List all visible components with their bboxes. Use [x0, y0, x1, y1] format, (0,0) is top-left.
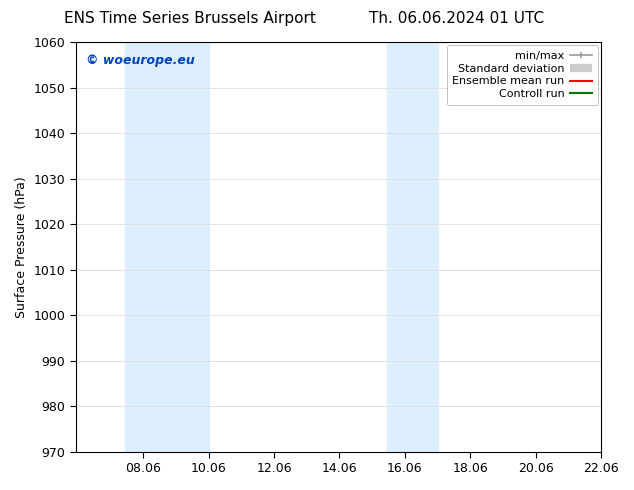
Legend: min/max, Standard deviation, Ensemble mean run, Controll run: min/max, Standard deviation, Ensemble me… — [447, 46, 598, 105]
Y-axis label: Surface Pressure (hPa): Surface Pressure (hPa) — [15, 176, 28, 318]
Bar — [387, 42, 437, 452]
Text: Th. 06.06.2024 01 UTC: Th. 06.06.2024 01 UTC — [369, 11, 544, 26]
Text: ENS Time Series Brussels Airport: ENS Time Series Brussels Airport — [64, 11, 316, 26]
Text: © woeurope.eu: © woeurope.eu — [86, 54, 195, 67]
Bar — [125, 42, 209, 452]
